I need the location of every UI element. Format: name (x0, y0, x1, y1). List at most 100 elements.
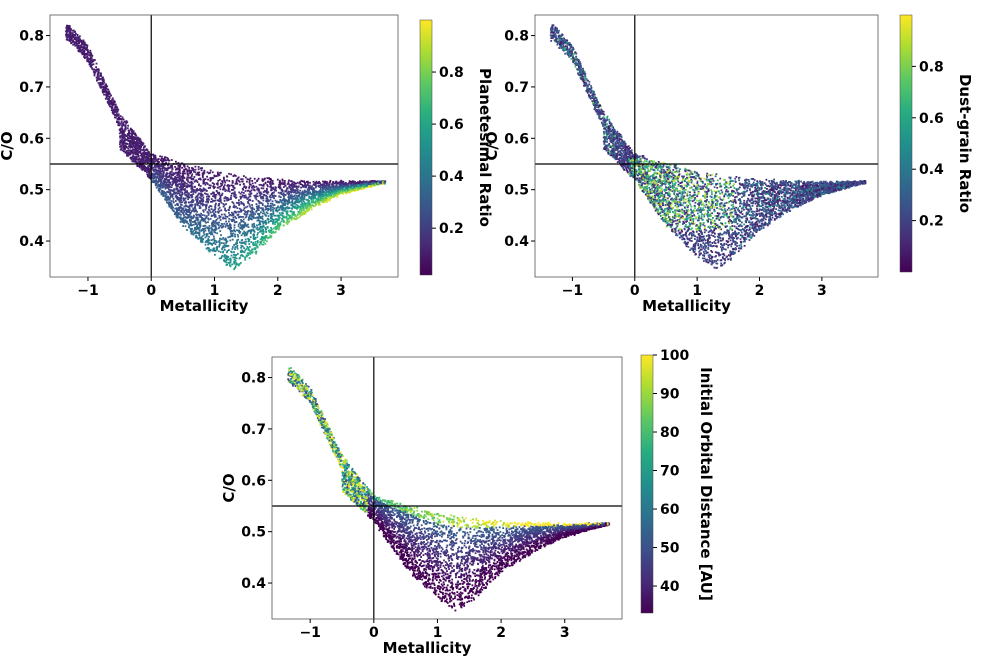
scatter-point (235, 229, 238, 232)
scatter-point (272, 212, 275, 215)
scatter-point (272, 196, 275, 199)
scatter-point (177, 190, 180, 192)
scatter-point (284, 194, 287, 196)
scatter-point (248, 214, 251, 217)
scatter-point (313, 183, 316, 186)
scatter-point (146, 151, 149, 154)
scatter-point (261, 229, 264, 232)
scatter-point (208, 172, 210, 175)
scatter-point (201, 167, 203, 169)
scatter-point (188, 177, 190, 179)
scatter-point (299, 192, 301, 195)
scatter-point (195, 236, 197, 239)
scatter-point (320, 195, 323, 198)
scatter-point (221, 181, 224, 184)
scatter-point (95, 70, 98, 72)
scatter-point (77, 44, 80, 47)
scatter-point (199, 187, 201, 190)
scatter-point (218, 186, 221, 188)
scatter-point (223, 200, 226, 202)
scatter-point (112, 103, 115, 106)
scatter-point (238, 241, 241, 244)
scatter-point (300, 186, 302, 189)
scatter-point (229, 224, 232, 226)
scatter-point (250, 212, 252, 214)
scatter-point (120, 127, 123, 130)
scatter-point (249, 205, 251, 208)
scatter-point (236, 244, 239, 247)
scatter-point (171, 167, 174, 170)
scatter-point (290, 204, 293, 206)
scatter-point (200, 198, 203, 201)
scatter-point (328, 183, 331, 186)
scatter-point (338, 193, 341, 196)
scatter-point (296, 216, 299, 219)
scatter-point (353, 186, 356, 188)
scatter-point (179, 221, 182, 223)
scatter-point (261, 184, 264, 187)
scatter-point (158, 184, 161, 186)
scatter-point (302, 203, 304, 206)
scatter-point (280, 191, 282, 194)
scatter-point (203, 214, 206, 217)
scatter-point (292, 189, 294, 191)
scatter-point (291, 199, 294, 202)
scatter-point (199, 177, 201, 180)
scatter-point (213, 231, 216, 233)
scatter-point (126, 152, 129, 155)
scatter-point (172, 209, 175, 212)
scatter-point (168, 188, 171, 191)
scatter-point (295, 185, 298, 188)
scatter-point (258, 202, 261, 205)
scatter-point (184, 188, 187, 191)
scatter-point (70, 37, 72, 40)
scatter-point (200, 169, 203, 172)
scatter-point (135, 153, 137, 156)
scatter-point (195, 223, 197, 225)
scatter-point (177, 213, 180, 216)
scatter-point (280, 205, 282, 207)
scatter-point (232, 212, 234, 215)
scatter-point (204, 227, 207, 230)
scatter-point (280, 193, 283, 196)
scatter-point (209, 233, 212, 236)
scatter-point (253, 186, 256, 189)
scatter-point (184, 219, 186, 222)
scatter-point (241, 226, 244, 229)
scatter-point (304, 183, 306, 186)
scatter-point (147, 161, 149, 164)
scatter-point (187, 198, 189, 201)
scatter-point (146, 157, 149, 160)
scatter-point (299, 209, 301, 212)
scatter-point (228, 180, 231, 182)
scatter-point (290, 191, 292, 194)
scatter-point (234, 254, 237, 256)
scatter-point (340, 179, 343, 182)
scatter-point (281, 178, 284, 181)
scatter-point (236, 242, 238, 245)
scatter-point (144, 149, 147, 151)
scatter-point (340, 180, 343, 183)
scatter-point (182, 174, 184, 177)
scatter-point (89, 58, 92, 61)
scatter-point (272, 208, 274, 211)
scatter-point (226, 222, 228, 225)
scatter-point (94, 69, 97, 72)
scatter-point (314, 191, 317, 193)
scatter-point (342, 180, 345, 183)
scatter-point (249, 198, 251, 201)
scatter-point (319, 182, 322, 185)
scatter-point (261, 202, 264, 205)
scatter-point (365, 186, 368, 188)
scatter-point (177, 176, 180, 179)
scatter-point (223, 248, 226, 251)
scatter-point (233, 221, 236, 224)
scatter-point (231, 180, 234, 182)
scatter-point (196, 194, 199, 197)
scatter-point (120, 147, 123, 150)
scatter-point (72, 36, 75, 38)
scatter-point (221, 192, 224, 195)
scatter-point (272, 230, 274, 233)
scatter-point (195, 213, 198, 216)
scatter-point (86, 55, 89, 57)
